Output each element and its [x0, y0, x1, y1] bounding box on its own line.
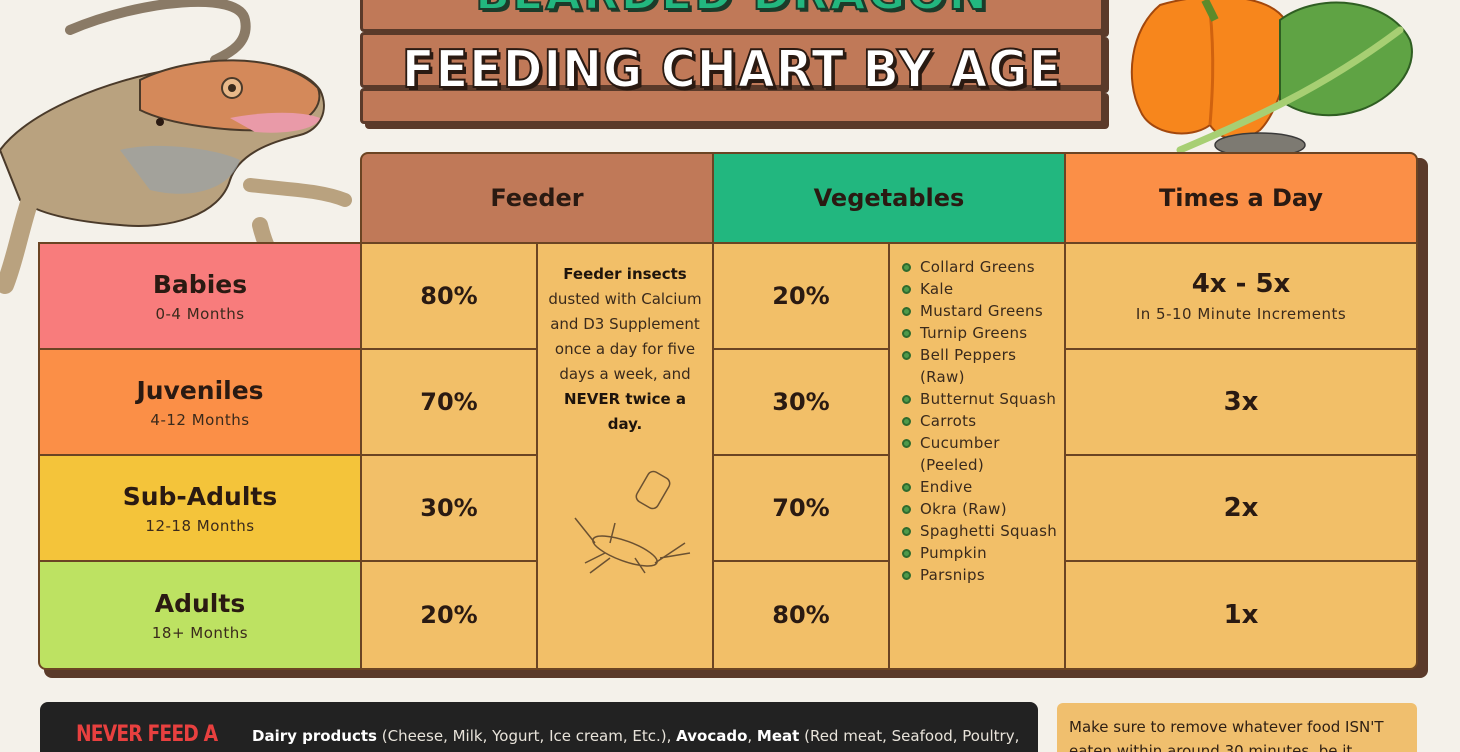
green-dot-icon: [902, 263, 911, 272]
age-cell-babies: Babies 0-4 Months: [38, 242, 362, 350]
never-item-detail: (Cheese, Milk, Yogurt, Ice cream, Etc.),: [376, 727, 677, 745]
green-dot-icon: [902, 549, 911, 558]
vegetable-list: Collard Greens Kale Mustard Greens Turni…: [890, 244, 1064, 586]
header-feeder-label: Feeder: [490, 184, 584, 212]
veg-pct-cell: 30%: [712, 348, 890, 456]
title-plank: [360, 32, 1104, 88]
age-name: Babies: [152, 269, 248, 299]
feeder-note: Feeder insects dusted with Calcium and D…: [538, 262, 712, 437]
vegetable-item: Spaghetti Squash: [900, 520, 1064, 542]
feeder-pct: 80%: [420, 282, 478, 310]
vegetable-item: Cucumber (Peeled): [900, 432, 1064, 476]
never-item: Dairy products: [252, 727, 377, 745]
veg-pct-cell: 70%: [712, 454, 890, 562]
vegetable-item: Okra (Raw): [900, 498, 1064, 520]
tip-panel: Make sure to remove whatever food ISN'T …: [1057, 703, 1417, 752]
header-vegetables-label: Vegetables: [813, 184, 965, 212]
never-item: Meat: [756, 727, 800, 745]
green-dot-icon: [902, 527, 911, 536]
age-range: 4-12 Months: [150, 410, 250, 429]
vegetable-item: Collard Greens: [900, 256, 1064, 278]
vegetable-item: Pumpkin: [900, 542, 1064, 564]
times-value: 2x: [1223, 493, 1259, 523]
feeding-chart-table: Feeder Vegetables Times a Day Babies 0-4…: [38, 152, 1428, 678]
vegetable-item: Turnip Greens: [900, 322, 1064, 344]
green-dot-icon: [902, 417, 911, 426]
vegetable-item: Bell Peppers (Raw): [900, 344, 1064, 388]
never-item: Avocado: [676, 727, 748, 745]
green-dot-icon: [902, 329, 911, 338]
feeder-pct-cell: 70%: [360, 348, 538, 456]
vegetable-item: Mustard Greens: [900, 300, 1064, 322]
age-name: Juveniles: [136, 375, 264, 405]
vegetable-item: Endive: [900, 476, 1064, 498]
vegetable-item: Parsnips: [900, 564, 1064, 586]
age-range: 18+ Months: [151, 623, 249, 642]
veg-pct-cell: 80%: [712, 560, 890, 670]
times-value: 1x: [1223, 600, 1259, 630]
green-dot-icon: [902, 285, 911, 294]
cricket-shaker-icon: [574, 470, 691, 574]
vegetable-item: Kale: [900, 278, 1064, 300]
header-feeder: Feeder: [360, 152, 714, 244]
green-dot-icon: [902, 307, 911, 316]
times-cell: 3x: [1064, 348, 1418, 456]
feeder-pct-cell: 30%: [360, 454, 538, 562]
feeder-note-cell: Feeder insects dusted with Calcium and D…: [536, 242, 714, 670]
feeder-pct-cell: 20%: [360, 560, 538, 670]
veg-pct: 30%: [772, 388, 830, 416]
feeder-pct: 30%: [420, 494, 478, 522]
never-item-separator: ,: [747, 727, 757, 745]
green-dot-icon: [902, 351, 911, 360]
header-vegetables: Vegetables: [712, 152, 1066, 244]
feeder-pct: 70%: [420, 388, 478, 416]
age-range: 0-4 Months: [155, 304, 245, 323]
veg-pct: 80%: [772, 601, 830, 629]
green-dot-icon: [902, 505, 911, 514]
age-name: Adults: [154, 588, 246, 618]
veg-pct-cell: 20%: [712, 242, 890, 350]
feeder-note-bold-start: Feeder insects: [563, 265, 687, 283]
title-plank: [360, 88, 1104, 124]
vegetable-item: Butternut Squash: [900, 388, 1064, 410]
times-value: 3x: [1223, 387, 1259, 417]
feeder-pct-cell: 80%: [360, 242, 538, 350]
feeder-note-body: dusted with Calcium and D3 Supplement on…: [548, 290, 702, 383]
header-times-a-day: Times a Day: [1064, 152, 1418, 244]
never-item-detail: (Red meat, Seafood, Poultry,: [799, 727, 1020, 745]
times-cell: 2x: [1064, 454, 1418, 562]
never-feed-list: Dairy products (Cheese, Milk, Yogurt, Ic…: [252, 727, 1019, 745]
age-name: Sub-Adults: [122, 481, 278, 511]
veg-pct: 20%: [772, 282, 830, 310]
vegetable-list-cell: Collard Greens Kale Mustard Greens Turni…: [888, 242, 1066, 670]
green-dot-icon: [902, 571, 911, 580]
green-dot-icon: [902, 439, 911, 448]
pepper-kale-cricket-icon: [1130, 0, 1413, 158]
title-line-1: BEARDED DRAGON: [360, 0, 1104, 21]
age-range: 12-18 Months: [145, 516, 255, 535]
never-feed-panel: NEVER FEED A Dairy products (Cheese, Mil…: [40, 702, 1038, 752]
times-cell: 4x - 5x In 5-10 Minute Increments: [1064, 242, 1418, 350]
feeder-note-bold-end: NEVER twice a day.: [563, 390, 686, 433]
veg-pct: 70%: [772, 494, 830, 522]
times-cell: 1x: [1064, 560, 1418, 670]
never-feed-title: NEVER FEED A: [76, 722, 218, 747]
title-plank: [360, 0, 1104, 32]
times-value: 4x - 5x: [1191, 269, 1291, 299]
age-cell-adults: Adults 18+ Months: [38, 560, 362, 670]
title-line-2: FEEDING CHART BY AGE: [401, 39, 1063, 101]
vegetable-item: Carrots: [900, 410, 1064, 432]
age-cell-juveniles: Juveniles 4-12 Months: [38, 348, 362, 456]
age-cell-sub-adults: Sub-Adults 12-18 Months: [38, 454, 362, 562]
header-times-label: Times a Day: [1158, 184, 1324, 212]
green-dot-icon: [902, 483, 911, 492]
green-dot-icon: [902, 395, 911, 404]
tip-text: Make sure to remove whatever food ISN'T …: [1069, 718, 1384, 752]
times-note: In 5-10 Minute Increments: [1135, 305, 1347, 323]
feeder-pct: 20%: [420, 601, 478, 629]
